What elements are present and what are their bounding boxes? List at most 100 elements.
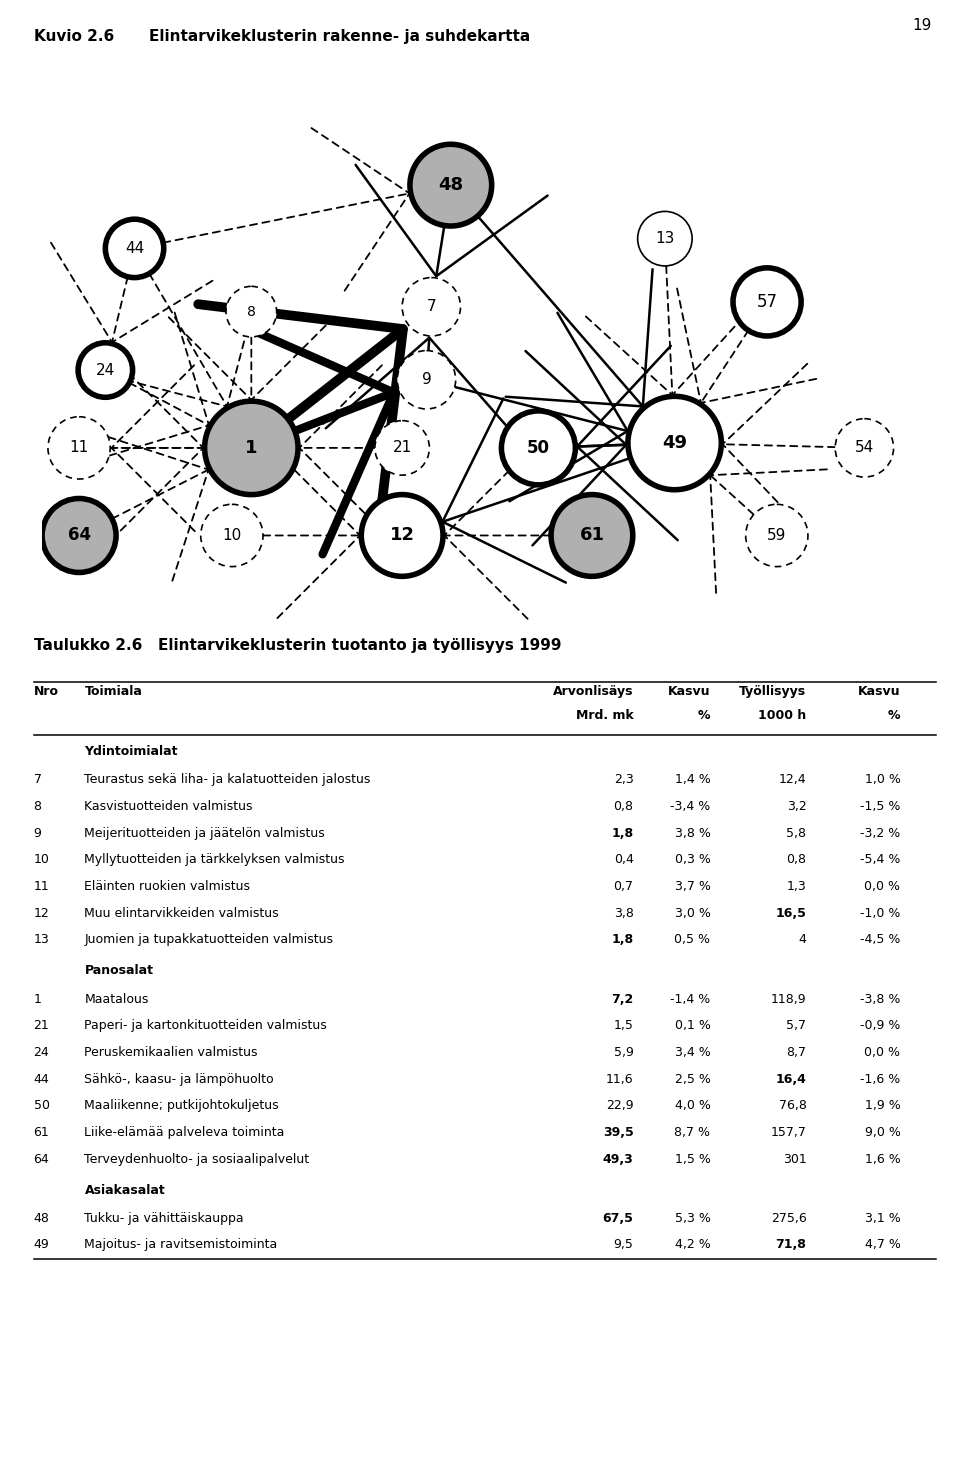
Text: 49: 49 bbox=[662, 434, 687, 452]
Text: 3,0 %: 3,0 % bbox=[675, 907, 710, 919]
Text: 3,7 %: 3,7 % bbox=[675, 880, 710, 893]
Text: 50: 50 bbox=[34, 1100, 50, 1113]
Text: 9,5: 9,5 bbox=[613, 1239, 634, 1252]
Text: 13: 13 bbox=[34, 934, 49, 947]
Text: 2,5 %: 2,5 % bbox=[675, 1073, 710, 1085]
Text: 301: 301 bbox=[782, 1152, 806, 1165]
Text: 21: 21 bbox=[34, 1019, 49, 1032]
Text: 4,0 %: 4,0 % bbox=[675, 1100, 710, 1113]
Circle shape bbox=[397, 350, 456, 409]
Text: 5,8: 5,8 bbox=[786, 827, 806, 840]
Text: 11,6: 11,6 bbox=[606, 1073, 634, 1085]
Text: 12: 12 bbox=[34, 907, 49, 919]
Text: 0,8: 0,8 bbox=[613, 800, 634, 814]
Text: 44: 44 bbox=[34, 1073, 49, 1085]
Text: 1: 1 bbox=[34, 992, 41, 1006]
Text: 8: 8 bbox=[34, 800, 41, 814]
Text: 0,0 %: 0,0 % bbox=[864, 1045, 900, 1058]
Text: Tukku- ja vähittäiskauppa: Tukku- ja vähittäiskauppa bbox=[84, 1212, 244, 1224]
Text: Muu elintarvikkeiden valmistus: Muu elintarvikkeiden valmistus bbox=[84, 907, 279, 919]
Text: Paperi- ja kartonkituotteiden valmistus: Paperi- ja kartonkituotteiden valmistus bbox=[84, 1019, 327, 1032]
Text: Asiakasalat: Asiakasalat bbox=[84, 1183, 165, 1196]
Text: 13: 13 bbox=[656, 232, 675, 246]
Text: Mrd. mk: Mrd. mk bbox=[576, 708, 634, 721]
Text: 16,5: 16,5 bbox=[776, 907, 806, 919]
Text: Nro: Nro bbox=[34, 685, 59, 698]
Text: -5,4 %: -5,4 % bbox=[860, 853, 900, 866]
Text: 1,9 %: 1,9 % bbox=[865, 1100, 900, 1113]
Text: 61: 61 bbox=[580, 526, 605, 544]
Text: Myllytuotteiden ja tärkkelyksen valmistus: Myllytuotteiden ja tärkkelyksen valmistu… bbox=[84, 853, 345, 866]
Text: 49,3: 49,3 bbox=[603, 1152, 634, 1165]
Text: Liike-elämää palveleva toiminta: Liike-elämää palveleva toiminta bbox=[84, 1126, 285, 1139]
Text: Työllisyys: Työllisyys bbox=[739, 685, 806, 698]
Text: 22,9: 22,9 bbox=[606, 1100, 634, 1113]
Circle shape bbox=[201, 504, 263, 567]
Text: 157,7: 157,7 bbox=[771, 1126, 806, 1139]
Text: 7,2: 7,2 bbox=[612, 992, 634, 1006]
Text: 1,4 %: 1,4 % bbox=[675, 774, 710, 786]
Text: -1,5 %: -1,5 % bbox=[860, 800, 900, 814]
Circle shape bbox=[226, 286, 276, 337]
Text: -3,4 %: -3,4 % bbox=[670, 800, 710, 814]
Text: Arvonlisäys: Arvonlisäys bbox=[553, 685, 634, 698]
Text: 0,3 %: 0,3 % bbox=[675, 853, 710, 866]
Text: 8: 8 bbox=[247, 305, 255, 318]
Text: 2,3: 2,3 bbox=[613, 774, 634, 786]
Text: 9,0 %: 9,0 % bbox=[865, 1126, 900, 1139]
Text: 48: 48 bbox=[439, 176, 464, 194]
Text: 61: 61 bbox=[34, 1126, 49, 1139]
Text: Peruskemikaalien valmistus: Peruskemikaalien valmistus bbox=[84, 1045, 258, 1058]
Text: 3,8: 3,8 bbox=[613, 907, 634, 919]
Text: 4,7 %: 4,7 % bbox=[865, 1239, 900, 1252]
Text: %: % bbox=[698, 708, 710, 721]
Text: 50: 50 bbox=[527, 438, 550, 457]
Text: Teurastus sekä liha- ja kalatuotteiden jalostus: Teurastus sekä liha- ja kalatuotteiden j… bbox=[84, 774, 371, 786]
Text: 0,7: 0,7 bbox=[613, 880, 634, 893]
Circle shape bbox=[733, 268, 802, 336]
Text: 16,4: 16,4 bbox=[776, 1073, 806, 1085]
Text: 24: 24 bbox=[96, 362, 115, 378]
Text: 1,8: 1,8 bbox=[612, 934, 634, 947]
Text: 7: 7 bbox=[34, 774, 41, 786]
Text: Maaliikenne; putkijohtokuljetus: Maaliikenne; putkijohtokuljetus bbox=[84, 1100, 279, 1113]
Text: -0,9 %: -0,9 % bbox=[860, 1019, 900, 1032]
Text: Panosalat: Panosalat bbox=[84, 965, 154, 978]
Text: Eläinten ruokien valmistus: Eläinten ruokien valmistus bbox=[84, 880, 251, 893]
Text: -4,5 %: -4,5 % bbox=[860, 934, 900, 947]
Text: -3,2 %: -3,2 % bbox=[860, 827, 900, 840]
Text: %: % bbox=[888, 708, 900, 721]
Text: 57: 57 bbox=[756, 293, 778, 311]
Text: 1000 h: 1000 h bbox=[758, 708, 806, 721]
Circle shape bbox=[501, 410, 575, 485]
Text: 1,8: 1,8 bbox=[612, 827, 634, 840]
Text: Maatalous: Maatalous bbox=[84, 992, 149, 1006]
Text: 21: 21 bbox=[393, 440, 412, 456]
Text: 54: 54 bbox=[854, 440, 874, 456]
Text: 10: 10 bbox=[34, 853, 50, 866]
Text: Majoitus- ja ravitsemistoiminta: Majoitus- ja ravitsemistoiminta bbox=[84, 1239, 277, 1252]
Text: Kasvu: Kasvu bbox=[858, 685, 900, 698]
Text: 118,9: 118,9 bbox=[771, 992, 806, 1006]
Text: 5,7: 5,7 bbox=[786, 1019, 806, 1032]
Text: 3,1 %: 3,1 % bbox=[865, 1212, 900, 1224]
Text: 3,2: 3,2 bbox=[786, 800, 806, 814]
Circle shape bbox=[361, 494, 443, 576]
Text: 5,3 %: 5,3 % bbox=[675, 1212, 710, 1224]
Text: 64: 64 bbox=[67, 526, 90, 544]
Text: 0,8: 0,8 bbox=[786, 853, 806, 866]
Text: 10: 10 bbox=[222, 528, 242, 542]
Circle shape bbox=[746, 504, 808, 567]
Text: Kasvu: Kasvu bbox=[668, 685, 710, 698]
Text: 0,4: 0,4 bbox=[613, 853, 634, 866]
Text: 9: 9 bbox=[421, 372, 431, 387]
Text: Kasvistuotteiden valmistus: Kasvistuotteiden valmistus bbox=[84, 800, 253, 814]
Text: 0,1 %: 0,1 % bbox=[675, 1019, 710, 1032]
Text: -1,4 %: -1,4 % bbox=[670, 992, 710, 1006]
Circle shape bbox=[78, 343, 132, 397]
Text: 1,5: 1,5 bbox=[613, 1019, 634, 1032]
Text: Elintarvikeklusterin rakenne- ja suhdekartta: Elintarvikeklusterin rakenne- ja suhdeka… bbox=[149, 29, 530, 44]
Circle shape bbox=[835, 419, 894, 476]
Circle shape bbox=[637, 211, 692, 265]
Circle shape bbox=[402, 277, 461, 336]
